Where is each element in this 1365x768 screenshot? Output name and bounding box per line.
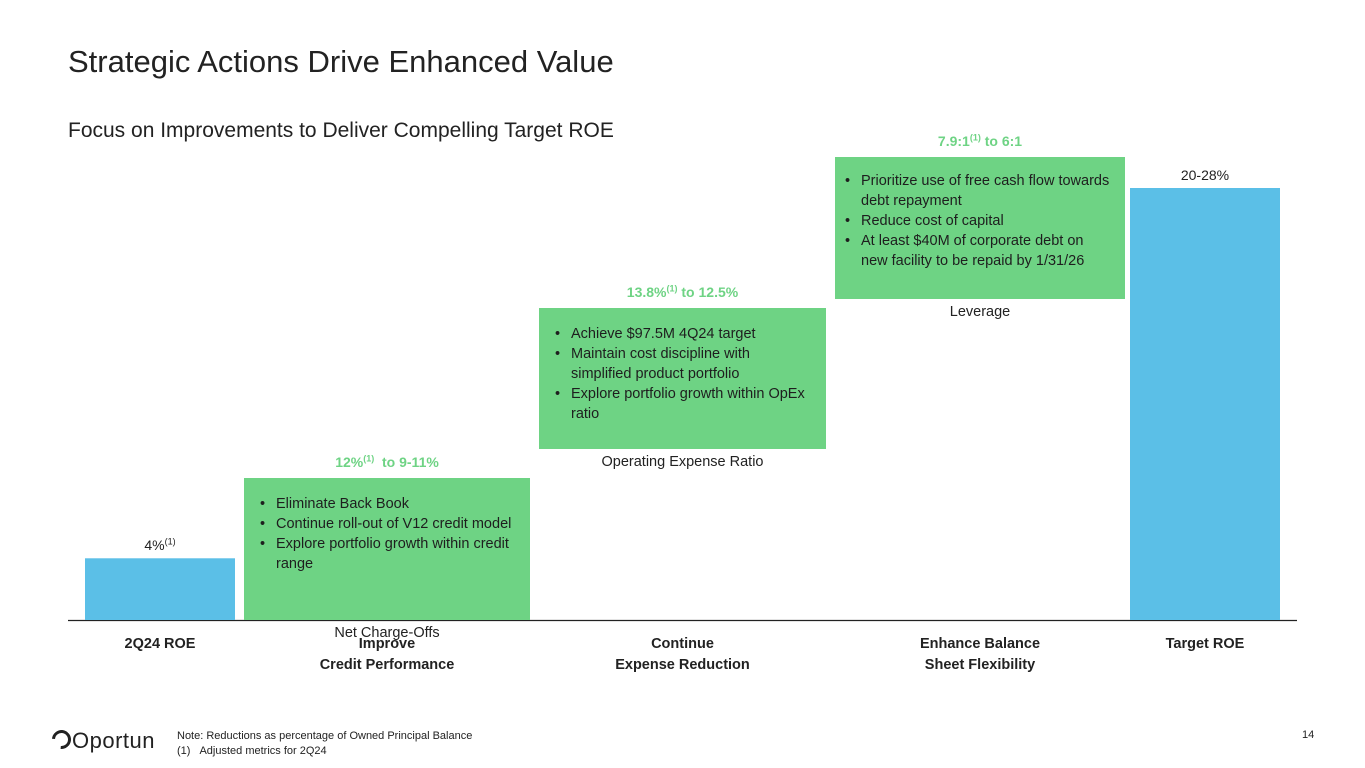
bar-0	[85, 558, 235, 620]
category-label-line: Credit Performance	[319, 657, 455, 673]
step-bullets: Eliminate Back BookContinue roll-out of …	[256, 494, 516, 574]
category-label: Improve Credit Performance	[277, 634, 497, 676]
category-label-line: Enhance Balance	[919, 636, 1041, 652]
step-caption: Leverage	[949, 304, 1011, 321]
footnote: Note: Reductions as percentage of Owned …	[177, 729, 472, 759]
footnote-item: (1) Adjusted metrics for 2Q24	[177, 744, 472, 759]
step-box: Eliminate Back BookContinue roll-out of …	[244, 478, 530, 620]
category-label-line: Improve	[358, 636, 416, 652]
step-metric: 13.8%(1) to 12.5%	[539, 284, 826, 300]
footnote-note: Note: Reductions as percentage of Owned …	[177, 730, 473, 742]
category-label: 2Q24 ROE	[50, 634, 270, 655]
step-bullet: Explore portfolio growth within credit r…	[256, 534, 516, 574]
step-bullet: Prioritize use of free cash flow towards…	[841, 171, 1113, 211]
footnote-number: (1)	[177, 745, 191, 757]
step-bullets: Prioritize use of free cash flow towards…	[841, 171, 1113, 271]
slide-subtitle: Focus on Improvements to Deliver Compell…	[68, 119, 614, 142]
bar-value-main: 20-28%	[1180, 167, 1230, 183]
step-bullet: Achieve $97.5M 4Q24 target	[551, 324, 812, 344]
step-metric-to: to 12.5%	[677, 284, 739, 301]
step-metric-footnote: (1)	[969, 132, 981, 143]
category-label-line: Expense Reduction	[615, 657, 750, 673]
bar-value-main: 4%	[144, 537, 165, 554]
page-number: 14	[1302, 729, 1315, 741]
category-label-line: Target ROE	[1165, 636, 1245, 652]
logo-text: Oportun	[72, 728, 155, 753]
step-bullets: Achieve $97.5M 4Q24 targetMaintain cost …	[551, 324, 812, 424]
bar-value-label: 4%(1)	[85, 537, 235, 553]
step-bullet: Continue roll-out of V12 credit model	[256, 514, 516, 534]
category-label: Enhance Balance Sheet Flexibility	[870, 634, 1090, 676]
step-metric-to: to 9-11%	[374, 454, 439, 471]
step-caption: Operating Expense Ratio	[601, 453, 764, 470]
step-box: Prioritize use of free cash flow towards…	[835, 157, 1125, 300]
oportun-logo: Oportun	[48, 726, 155, 754]
bar-value-footnote: (1)	[164, 536, 176, 547]
category-label-line: 2Q24 ROE	[124, 636, 196, 652]
step-metric-to: to 6:1	[980, 133, 1023, 150]
slide-title: Strategic Actions Drive Enhanced Value	[68, 44, 614, 79]
step-bullet: Explore portfolio growth within OpEx rat…	[551, 384, 812, 424]
step-bullet: Maintain cost discipline with simplified…	[551, 344, 812, 384]
category-label-line: Continue	[651, 636, 714, 652]
step-metric-from: 12%	[335, 454, 364, 471]
category-label: Target ROE	[1095, 634, 1315, 655]
bar-value-label: 20-28%	[1130, 167, 1280, 183]
step-bullet: Eliminate Back Book	[256, 494, 516, 514]
step-bullet: Reduce cost of capital	[841, 211, 1113, 231]
category-label: Continue Expense Reduction	[573, 634, 793, 676]
step-metric-footnote: (1)	[363, 453, 375, 464]
step-box: Achieve $97.5M 4Q24 targetMaintain cost …	[539, 308, 826, 449]
step-caption: Net Charge-Offs	[334, 625, 440, 641]
step-metric: 7.9:1(1) to 6:1	[835, 133, 1125, 149]
step-bullet: At least $40M of corporate debt on new f…	[841, 231, 1113, 271]
step-metric: 12%(1) to 9-11%	[244, 454, 530, 470]
bar-1	[1130, 188, 1280, 620]
logo-ring-icon	[48, 726, 75, 753]
footnote-text: Adjusted metrics for 2Q24	[199, 745, 327, 757]
step-metric-footnote: (1)	[666, 283, 678, 294]
category-label-line: Sheet Flexibility	[924, 657, 1036, 673]
step-metric-from: 13.8%	[626, 284, 667, 301]
step-metric-from: 7.9:1	[937, 133, 970, 150]
